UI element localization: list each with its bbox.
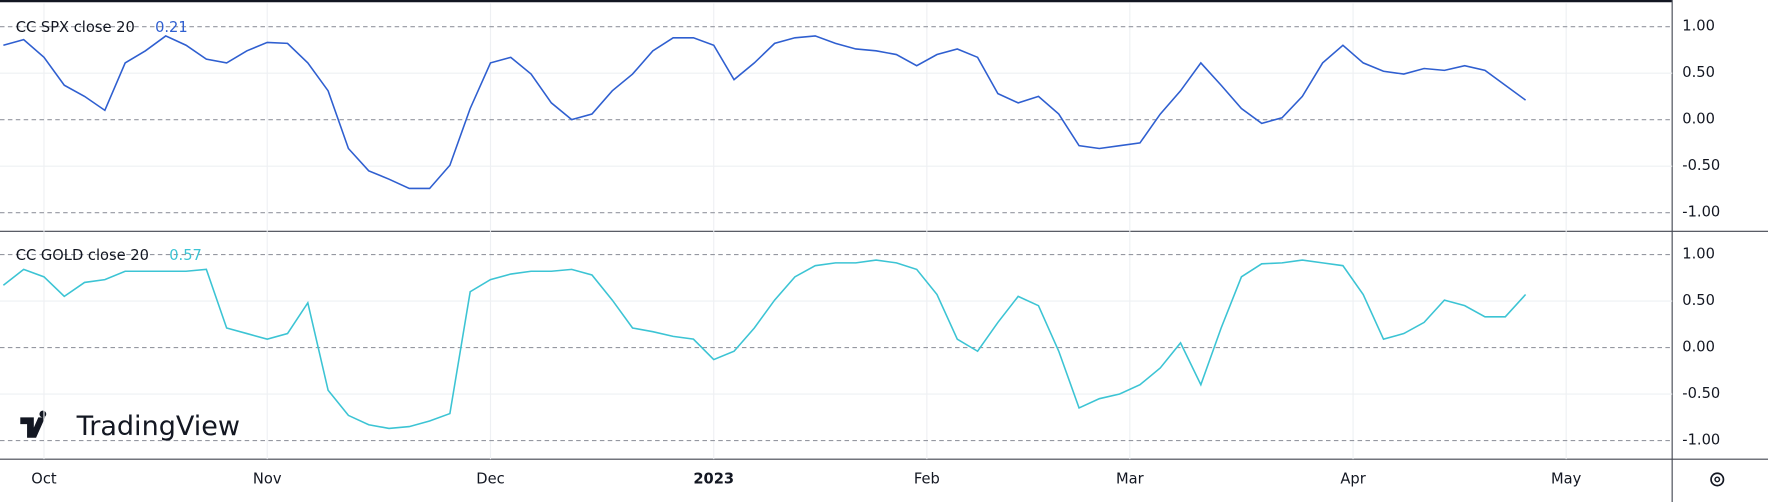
- series-line: [2, 259, 1527, 430]
- y-tick-label: 0.50: [1682, 64, 1715, 81]
- x-tick-label: 2023: [693, 470, 734, 487]
- series-line: [3, 35, 1527, 190]
- gear-hub[interactable]: [1714, 476, 1721, 483]
- x-tick-label: Apr: [1340, 470, 1366, 487]
- x-tick-label: Feb: [914, 470, 940, 487]
- y-tick-label: 1.00: [1682, 246, 1715, 263]
- watermark: TradingView: [76, 411, 240, 442]
- gear[interactable]: [1710, 472, 1725, 487]
- y-tick-label: 0.50: [1682, 292, 1715, 309]
- y-tick-label: 1.00: [1682, 18, 1715, 35]
- y-tick-label: -0.50: [1682, 157, 1720, 174]
- settings-icon[interactable]: [1710, 472, 1725, 487]
- x-tick-label: Dec: [476, 470, 504, 487]
- x-tick-label: Oct: [31, 470, 57, 487]
- x-tick-label: Mar: [1116, 470, 1145, 487]
- logo-mark: [20, 410, 47, 438]
- x-tick-label: Nov: [253, 470, 282, 487]
- y-tick-label: -0.50: [1682, 385, 1720, 402]
- x-tick-label: May: [1551, 470, 1582, 487]
- y-tick-label: -1.00: [1682, 204, 1720, 221]
- legend-name: CC GOLD close 20: [16, 247, 149, 264]
- y-tick-label: -1.00: [1682, 432, 1720, 449]
- y-tick-label: 0.00: [1682, 111, 1715, 128]
- legend-name: CC SPX close 20: [16, 19, 135, 36]
- legend-value: 0.21: [155, 19, 188, 36]
- logo: [20, 410, 47, 438]
- y-tick-label: 0.00: [1682, 339, 1715, 356]
- legend-value: 0.57: [169, 247, 202, 264]
